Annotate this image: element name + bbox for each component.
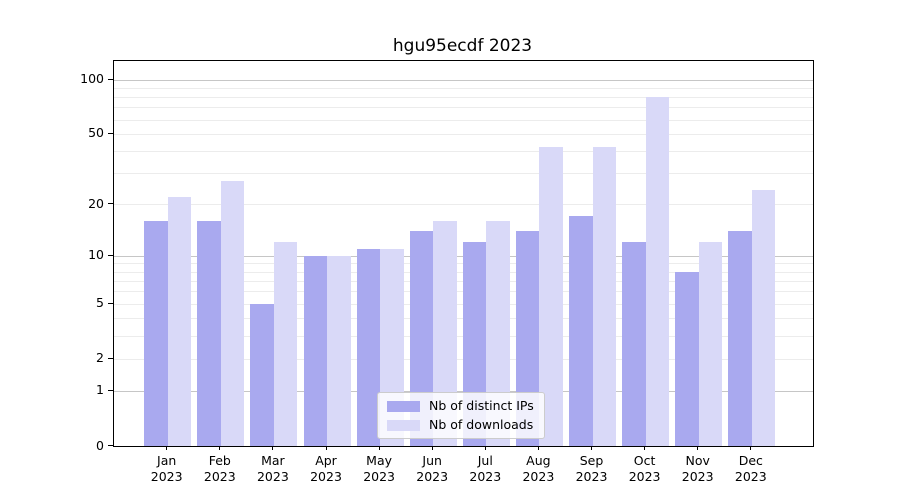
x-tick-label-jan: Jan 2023 bbox=[150, 453, 183, 484]
x-tick-jun bbox=[431, 446, 433, 450]
x-tick-label-dec: Dec 2023 bbox=[734, 453, 767, 484]
x-tick-label-jul: Jul 2023 bbox=[469, 453, 502, 484]
gridline-50 bbox=[114, 133, 813, 135]
x-tick-feb bbox=[219, 446, 221, 450]
bar-jan-distinct-ips bbox=[144, 221, 168, 446]
bar-jun-downloads bbox=[433, 221, 457, 446]
y-tick-5 bbox=[108, 302, 113, 304]
bar-feb-distinct-ips bbox=[197, 221, 221, 446]
plot-area: Nb of distinct IPs Nb of downloads bbox=[113, 60, 814, 447]
legend-label-downloads: Nb of downloads bbox=[429, 417, 534, 432]
y-tick-1 bbox=[108, 389, 113, 391]
legend: Nb of distinct IPs Nb of downloads bbox=[377, 392, 545, 439]
gridline-70 bbox=[114, 107, 813, 109]
x-tick-label-apr: Apr 2023 bbox=[310, 453, 342, 484]
bar-apr-distinct-ips bbox=[303, 255, 327, 446]
x-tick-oct bbox=[644, 446, 646, 450]
legend-label-distinct-ips: Nb of distinct IPs bbox=[429, 398, 534, 413]
bar-mar-downloads bbox=[273, 242, 298, 446]
bar-dec-downloads bbox=[751, 190, 776, 446]
bar-sep-distinct-ips bbox=[569, 216, 593, 446]
y-tick-label-20: 20 bbox=[88, 195, 104, 211]
x-tick-label-may: May 2023 bbox=[363, 453, 395, 484]
x-tick-mar bbox=[272, 446, 274, 450]
x-tick-label-mar: Mar 2023 bbox=[256, 453, 289, 484]
y-tick-50 bbox=[108, 132, 113, 134]
gridline-100 bbox=[114, 79, 813, 81]
bar-oct-distinct-ips bbox=[622, 242, 646, 446]
bar-jan-downloads bbox=[167, 197, 192, 446]
bar-may-distinct-ips bbox=[356, 248, 381, 446]
y-tick-label-50: 50 bbox=[88, 125, 104, 141]
gridline-20 bbox=[114, 204, 813, 206]
y-tick-0 bbox=[108, 445, 113, 446]
legend-item-distinct-ips: Nb of distinct IPs bbox=[387, 399, 534, 413]
x-tick-may bbox=[378, 446, 380, 450]
y-tick-100 bbox=[108, 78, 113, 80]
x-tick-label-oct: Oct 2023 bbox=[628, 453, 661, 484]
gridline-80 bbox=[114, 97, 813, 99]
x-tick-label-jun: Jun 2023 bbox=[416, 453, 449, 484]
bar-layer bbox=[114, 61, 813, 446]
x-tick-label-sep: Sep 2023 bbox=[575, 453, 608, 484]
x-tick-sep bbox=[591, 446, 592, 450]
y-tick-label-2: 2 bbox=[96, 350, 104, 366]
y-tick-20 bbox=[108, 203, 113, 205]
x-tick-label-aug: Aug 2023 bbox=[522, 453, 555, 484]
y-tick-2 bbox=[108, 357, 113, 359]
gridline-90 bbox=[114, 87, 813, 89]
y-tick-10 bbox=[108, 254, 113, 256]
bar-sep-downloads bbox=[592, 147, 616, 446]
x-tick-aug bbox=[537, 446, 539, 450]
y-tick-label-100: 100 bbox=[80, 71, 104, 86]
bar-nov-downloads bbox=[698, 242, 723, 446]
y-tick-label-10: 10 bbox=[88, 247, 104, 263]
chart-title: hgu95ecdf 2023 bbox=[392, 36, 533, 56]
bar-apr-downloads bbox=[327, 255, 351, 446]
x-tick-label-feb: Feb 2023 bbox=[203, 453, 236, 484]
bar-jul-downloads bbox=[486, 221, 510, 446]
y-tick-label-0: 0 bbox=[96, 437, 104, 453]
gridline-60 bbox=[114, 119, 813, 121]
bar-oct-downloads bbox=[645, 97, 670, 446]
x-tick-nov bbox=[697, 446, 699, 450]
x-tick-jul bbox=[484, 446, 486, 450]
legend-item-downloads: Nb of downloads bbox=[387, 418, 534, 432]
bar-mar-distinct-ips bbox=[250, 303, 274, 446]
legend-swatch-distinct-ips bbox=[387, 400, 420, 412]
bar-aug-downloads bbox=[539, 147, 563, 446]
gridline-30 bbox=[114, 173, 813, 175]
y-tick-label-1: 1 bbox=[96, 382, 104, 398]
y-tick-label-5: 5 bbox=[96, 295, 104, 311]
gridline-40 bbox=[114, 151, 813, 153]
bar-dec-distinct-ips bbox=[728, 230, 752, 446]
x-tick-label-nov: Nov 2023 bbox=[681, 453, 714, 484]
x-tick-dec bbox=[750, 446, 752, 450]
legend-swatch-downloads bbox=[387, 419, 420, 431]
x-tick-jan bbox=[166, 446, 168, 450]
bar-feb-downloads bbox=[220, 181, 245, 446]
x-tick-apr bbox=[325, 446, 327, 450]
bar-nov-distinct-ips bbox=[675, 271, 699, 446]
